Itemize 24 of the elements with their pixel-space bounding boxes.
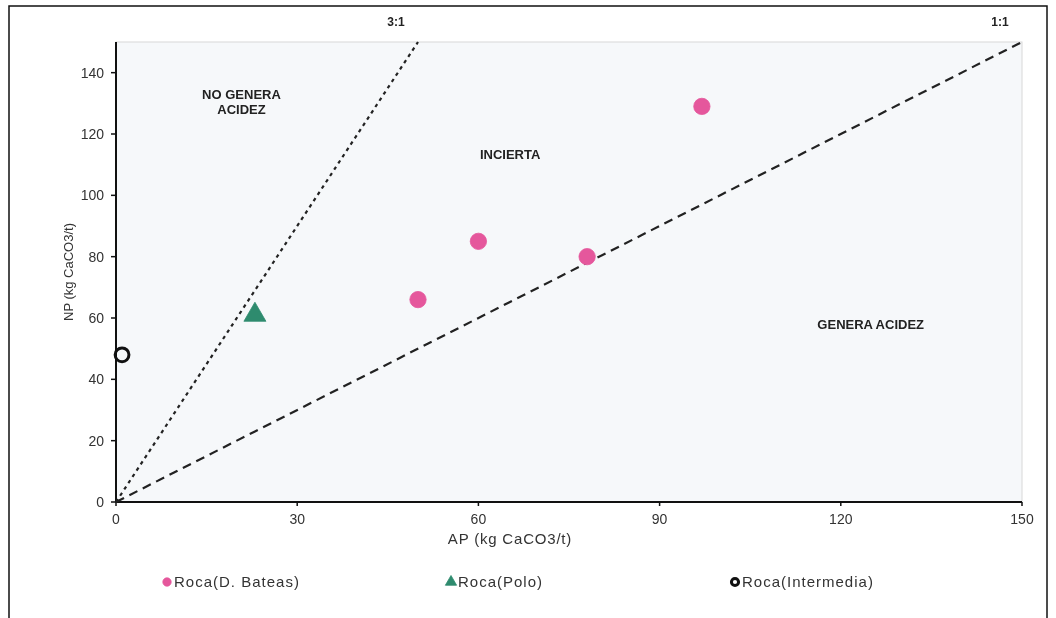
- x-tick-label: 120: [829, 511, 853, 527]
- x-tick-label: 0: [112, 511, 121, 527]
- y-tick-label: 80: [88, 248, 105, 265]
- legend-label: Roca(Polo): [458, 573, 544, 591]
- y-tick-label: 120: [80, 125, 105, 142]
- y-axis-title: NP (kg CaCO3/t): [61, 222, 76, 322]
- y-tick-label: 100: [80, 187, 105, 204]
- x-tick-label: 90: [651, 511, 668, 527]
- y-tick-label: 20: [88, 432, 105, 449]
- x-axis-title: AP (kg CaCO3/t): [447, 530, 573, 547]
- series-label: 1:1: [991, 15, 1009, 30]
- x-tick-label: 30: [289, 511, 306, 527]
- x-tick-label: 150: [1010, 511, 1034, 527]
- annotation: NO GENERA ACIDEZ: [202, 86, 282, 117]
- y-tick-label: 60: [88, 309, 105, 326]
- legend-label: Roca(D. Bateas): [174, 573, 300, 591]
- y-tick-label: 0: [96, 493, 105, 510]
- series-label: 3:1: [387, 15, 405, 30]
- annotation: GENERA ACIDEZ: [817, 316, 925, 332]
- y-tick-label: 140: [80, 64, 105, 81]
- y-tick-label: 40: [88, 371, 105, 388]
- x-tick-label: 60: [470, 511, 487, 527]
- annotation: INCIERTA: [479, 146, 541, 162]
- legend-label: Roca(Intermedia): [742, 573, 874, 591]
